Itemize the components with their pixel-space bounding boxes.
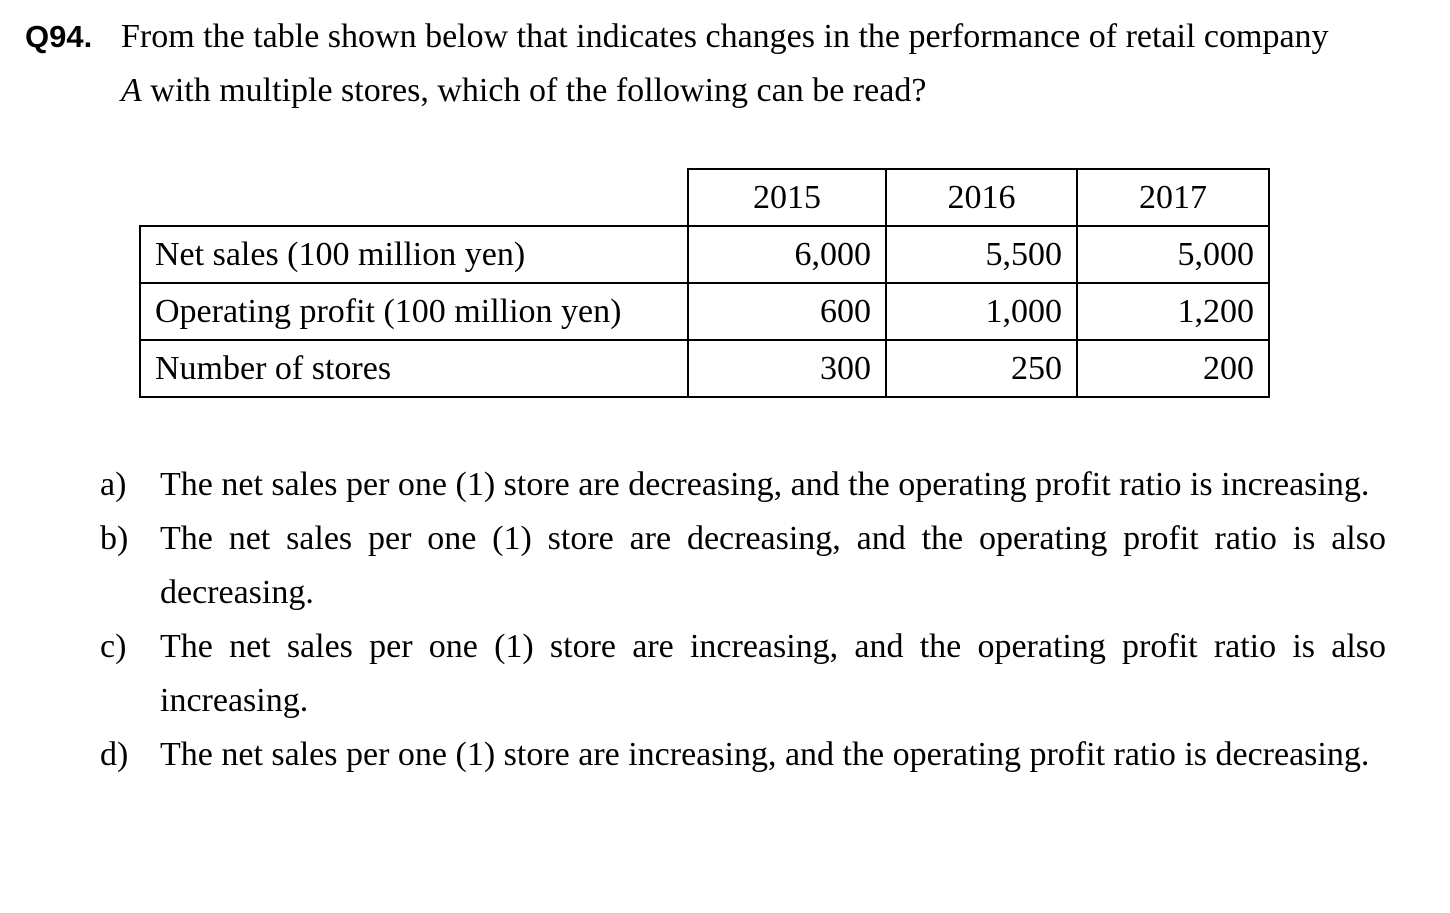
option-text: The net sales per one (1) store are incr… [160, 628, 1386, 719]
option-letter: d) [100, 736, 129, 773]
question-text-line1: From the table shown below that indicate… [121, 18, 1329, 55]
row-label-operating-profit: Operating profit (100 million yen) [139, 282, 689, 341]
row-label-number-of-stores: Number of stores [139, 339, 689, 398]
table-row: Operating profit (100 million yen) 600 1… [139, 282, 1270, 341]
option-text: The net sales per one (1) store are decr… [160, 520, 1386, 611]
table-cell: 5,000 [1076, 225, 1270, 284]
table-cell: 600 [687, 282, 887, 341]
table-cell: 5,500 [885, 225, 1078, 284]
table-cell: 200 [1076, 339, 1270, 398]
option-d[interactable]: d) The net sales per one (1) store are i… [100, 728, 1386, 782]
option-letter: a) [100, 466, 127, 503]
table-cell: 300 [687, 339, 887, 398]
question-text-line2: with multiple stores, which of the follo… [141, 72, 927, 109]
company-name: A [121, 72, 142, 109]
option-text: The net sales per one (1) store are incr… [160, 736, 1370, 773]
table-row: Net sales (100 million yen) 6,000 5,500 … [139, 225, 1270, 284]
option-b[interactable]: b) The net sales per one (1) store are d… [100, 512, 1386, 620]
header-blank-cell [140, 169, 689, 227]
answer-options: a) The net sales per one (1) store are d… [100, 458, 1386, 782]
question-line-1: Q94. From the table shown below that indi… [25, 10, 1387, 64]
option-text: The net sales per one (1) store are decr… [160, 466, 1370, 503]
performance-table: 2015 2016 2017 Net sales (100 million ye… [139, 168, 1270, 398]
header-year-2016: 2016 [885, 168, 1078, 227]
option-letter: b) [100, 520, 129, 557]
row-label-net-sales: Net sales (100 million yen) [139, 225, 689, 284]
option-a[interactable]: a) The net sales per one (1) store are d… [100, 458, 1386, 512]
header-year-2015: 2015 [687, 168, 887, 227]
table-cell: 250 [885, 339, 1078, 398]
option-c[interactable]: c) The net sales per one (1) store are i… [100, 620, 1386, 728]
table-cell: 1,200 [1076, 282, 1270, 341]
question-number: Q94. [25, 19, 93, 54]
question-stem: Q94. From the table shown below that indi… [25, 10, 1387, 118]
question-line-2: A with multiple stores, which of the fol… [25, 64, 1387, 118]
header-year-2017: 2017 [1076, 168, 1270, 227]
table-cell: 1,000 [885, 282, 1078, 341]
table-row: Number of stores 300 250 200 [139, 339, 1270, 398]
option-letter: c) [100, 628, 127, 665]
table-header-row: 2015 2016 2017 [140, 168, 1270, 227]
table-cell: 6,000 [687, 225, 887, 284]
